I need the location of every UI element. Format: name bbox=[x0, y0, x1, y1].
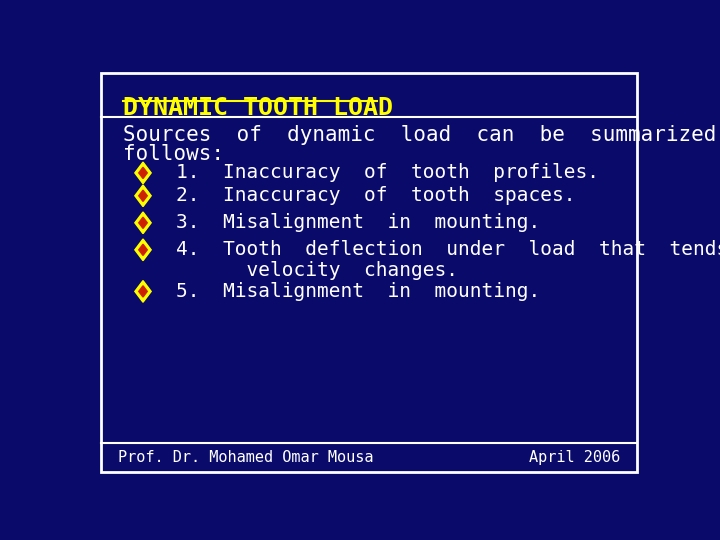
Polygon shape bbox=[135, 281, 151, 302]
Polygon shape bbox=[139, 217, 148, 228]
Polygon shape bbox=[135, 212, 151, 234]
Polygon shape bbox=[139, 167, 148, 179]
Text: 5.  Misalignment  in  mounting.: 5. Misalignment in mounting. bbox=[176, 282, 541, 301]
Text: 4.  Tooth  deflection  under  load  that  tends  to: 4. Tooth deflection under load that tend… bbox=[176, 240, 720, 259]
Text: Sources  of  dynamic  load  can  be  summarized  as: Sources of dynamic load can be summarize… bbox=[124, 125, 720, 145]
Polygon shape bbox=[135, 239, 151, 261]
Polygon shape bbox=[135, 185, 151, 207]
FancyBboxPatch shape bbox=[101, 73, 637, 472]
Polygon shape bbox=[139, 286, 148, 297]
Polygon shape bbox=[139, 244, 148, 255]
Text: April 2006: April 2006 bbox=[529, 450, 620, 465]
Text: 1.  Inaccuracy  of  tooth  profiles.: 1. Inaccuracy of tooth profiles. bbox=[176, 164, 600, 183]
Text: 2.  Inaccuracy  of  tooth  spaces.: 2. Inaccuracy of tooth spaces. bbox=[176, 186, 576, 205]
Polygon shape bbox=[135, 162, 151, 184]
Text: 3.  Misalignment  in  mounting.: 3. Misalignment in mounting. bbox=[176, 213, 541, 232]
Text: velocity  changes.: velocity changes. bbox=[176, 261, 459, 280]
Text: follows:: follows: bbox=[124, 144, 225, 164]
Polygon shape bbox=[139, 190, 148, 201]
Text: Prof. Dr. Mohamed Omar Mousa: Prof. Dr. Mohamed Omar Mousa bbox=[118, 450, 374, 465]
Text: DYNAMIC TOOTH LOAD: DYNAMIC TOOTH LOAD bbox=[124, 96, 394, 120]
